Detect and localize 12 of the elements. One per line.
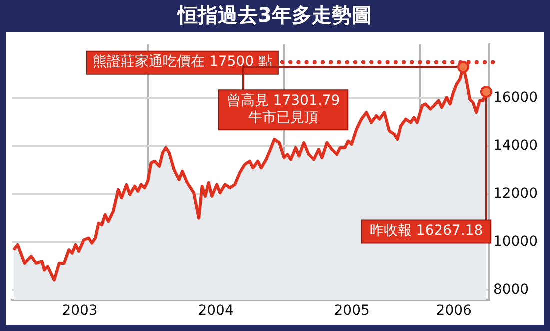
y-tick-label: 14000 bbox=[493, 138, 538, 154]
x-tick-label: 2006 bbox=[436, 303, 472, 320]
y-tick-label: 16000 bbox=[493, 90, 538, 106]
annotation: 曾高見 17301.79 牛市已見頂 bbox=[226, 92, 340, 126]
y-tick-label: 8000 bbox=[493, 282, 530, 298]
y-tick-label: 12000 bbox=[493, 186, 538, 202]
x-tick-label: 2004 bbox=[198, 303, 234, 320]
annotation: 昨收報 16267.18 bbox=[370, 222, 484, 239]
chart-title: 恒指過去3年多走勢圖 bbox=[176, 2, 373, 29]
y-tick-label: 10000 bbox=[493, 234, 538, 250]
x-tick-label: 2003 bbox=[62, 303, 98, 320]
x-tick-label: 2005 bbox=[334, 303, 370, 320]
